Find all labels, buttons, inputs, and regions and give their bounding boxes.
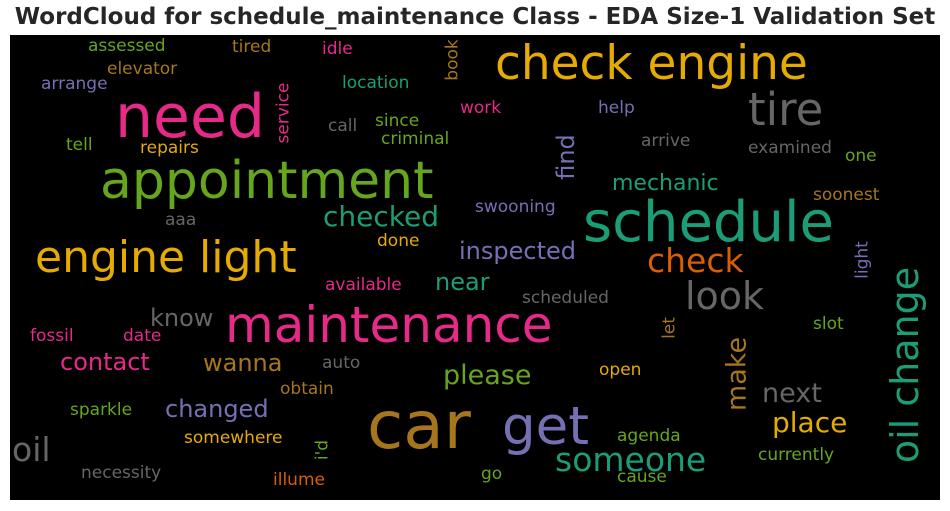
word-oil-change: oil change: [883, 266, 927, 464]
word-aaa: aaa: [165, 210, 197, 230]
word-swooning: swooning: [475, 197, 556, 217]
word-service: service: [273, 82, 294, 144]
word-somewhere: somewhere: [184, 428, 283, 448]
word-fossil: fossil: [30, 326, 74, 346]
word-tired: tired: [232, 37, 272, 57]
word-check: check: [647, 241, 744, 280]
word-sparkle: sparkle: [70, 400, 133, 420]
word-maintenance: maintenance: [225, 296, 553, 354]
word-criminal: criminal: [381, 129, 450, 149]
word-know: know: [150, 304, 214, 332]
word-changed: changed: [165, 395, 269, 423]
word-let: let: [659, 317, 680, 339]
word-schedule: schedule: [583, 190, 834, 255]
word-obtain: obtain: [280, 379, 334, 399]
word-near: near: [435, 268, 490, 296]
word-next: next: [762, 378, 822, 409]
word-tell: tell: [66, 135, 93, 155]
word-inspected: inspected: [459, 237, 576, 265]
word-arrange: arrange: [41, 74, 108, 94]
word-checked: checked: [323, 200, 439, 233]
chart-title: WordCloud for schedule_maintenance Class…: [14, 4, 936, 30]
word-slot: slot: [813, 314, 844, 334]
word-wanna: wanna: [203, 349, 283, 377]
word-need: need: [115, 82, 265, 152]
word-work: work: [460, 98, 502, 118]
word-find: find: [552, 134, 580, 180]
word-call: call: [328, 116, 358, 136]
word-done: done: [377, 231, 420, 251]
word-idle: idle: [322, 39, 353, 59]
word-help: help: [598, 98, 635, 118]
word-since: since: [375, 111, 420, 131]
word-available: available: [325, 275, 402, 295]
word-examined: examined: [748, 138, 832, 158]
word-arrive: arrive: [641, 131, 691, 151]
word-get: get: [502, 396, 590, 457]
word-someone: someone: [555, 440, 707, 479]
word-necessity: necessity: [81, 463, 162, 483]
word-illume: illume: [273, 470, 325, 490]
word-cloud: maintenance car need appointment schedule che…: [10, 35, 940, 500]
word-light: light: [852, 241, 873, 279]
word-engine-light: engine light: [35, 232, 297, 283]
word-agenda: agenda: [617, 426, 681, 446]
word-tire: tire: [748, 83, 824, 136]
word-open: open: [599, 360, 642, 380]
word-car: car: [367, 387, 471, 464]
word-place: place: [772, 406, 848, 439]
word-contact: contact: [60, 348, 150, 376]
word-currently: currently: [758, 445, 835, 465]
word-look: look: [685, 274, 765, 318]
word-auto: auto: [322, 353, 361, 373]
word-i-d: i'd: [312, 439, 333, 461]
word-cause: cause: [617, 467, 667, 487]
word-go: go: [481, 464, 503, 484]
word-appointment: appointment: [100, 151, 434, 211]
word-one: one: [845, 146, 877, 166]
word-location: location: [342, 73, 410, 93]
word-repairs: repairs: [140, 138, 199, 158]
word-please: please: [443, 360, 532, 391]
word-book: book: [442, 39, 463, 81]
word-date: date: [123, 326, 162, 346]
word-elevator: elevator: [107, 59, 178, 79]
word-assessed: assessed: [88, 36, 166, 56]
word-make: make: [721, 336, 753, 412]
word-soonest: soonest: [813, 185, 880, 205]
word-oil: oil: [12, 430, 51, 469]
word-check-engine: check engine: [495, 36, 808, 91]
word-scheduled: scheduled: [522, 288, 609, 308]
word-mechanic: mechanic: [612, 171, 719, 196]
